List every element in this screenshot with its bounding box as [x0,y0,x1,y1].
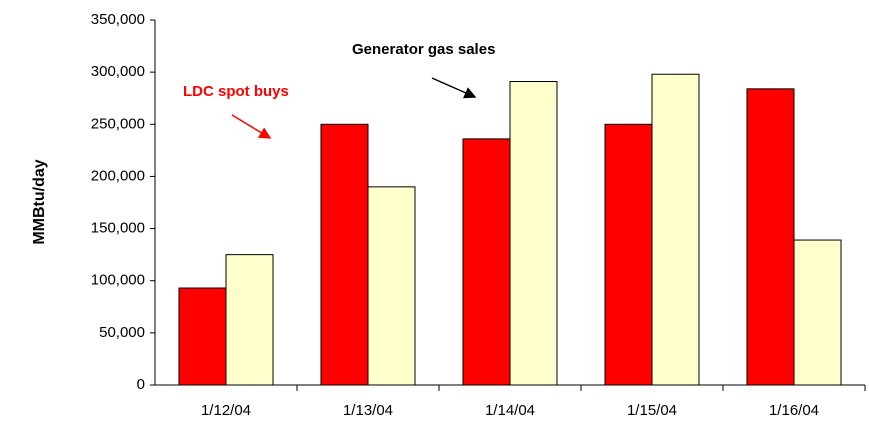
y-tick-label: 350,000 [91,11,145,28]
bar [509,81,558,386]
x-tick-label: 1/13/04 [343,402,393,419]
bar [320,123,369,386]
y-tick-label: 150,000 [91,220,145,237]
y-tick-label: 300,000 [91,63,145,80]
y-tick-label: 200,000 [91,167,145,184]
bar [178,287,227,386]
y-tick-label: 100,000 [91,272,145,289]
x-tick-label: 1/16/04 [769,402,819,419]
bar [604,123,653,386]
y-tick-label: 50,000 [99,324,145,341]
bar [367,186,416,386]
annotation: Generator gas sales [352,41,495,58]
y-tick-label: 250,000 [91,115,145,132]
x-tick-label: 1/14/04 [485,402,535,419]
bar [462,138,511,386]
y-tick-label: 0 [137,376,145,393]
x-tick-label: 1/15/04 [627,402,677,419]
annotation-arrow [431,77,477,99]
annotation: LDC spot buys [183,83,289,100]
y-axis-title: MMBtu/day [31,159,48,244]
bar [225,254,274,386]
annotation-arrow [231,114,272,139]
bar [793,239,842,386]
bar [746,88,795,386]
x-tick-label: 1/12/04 [201,402,251,419]
bar [651,73,700,386]
